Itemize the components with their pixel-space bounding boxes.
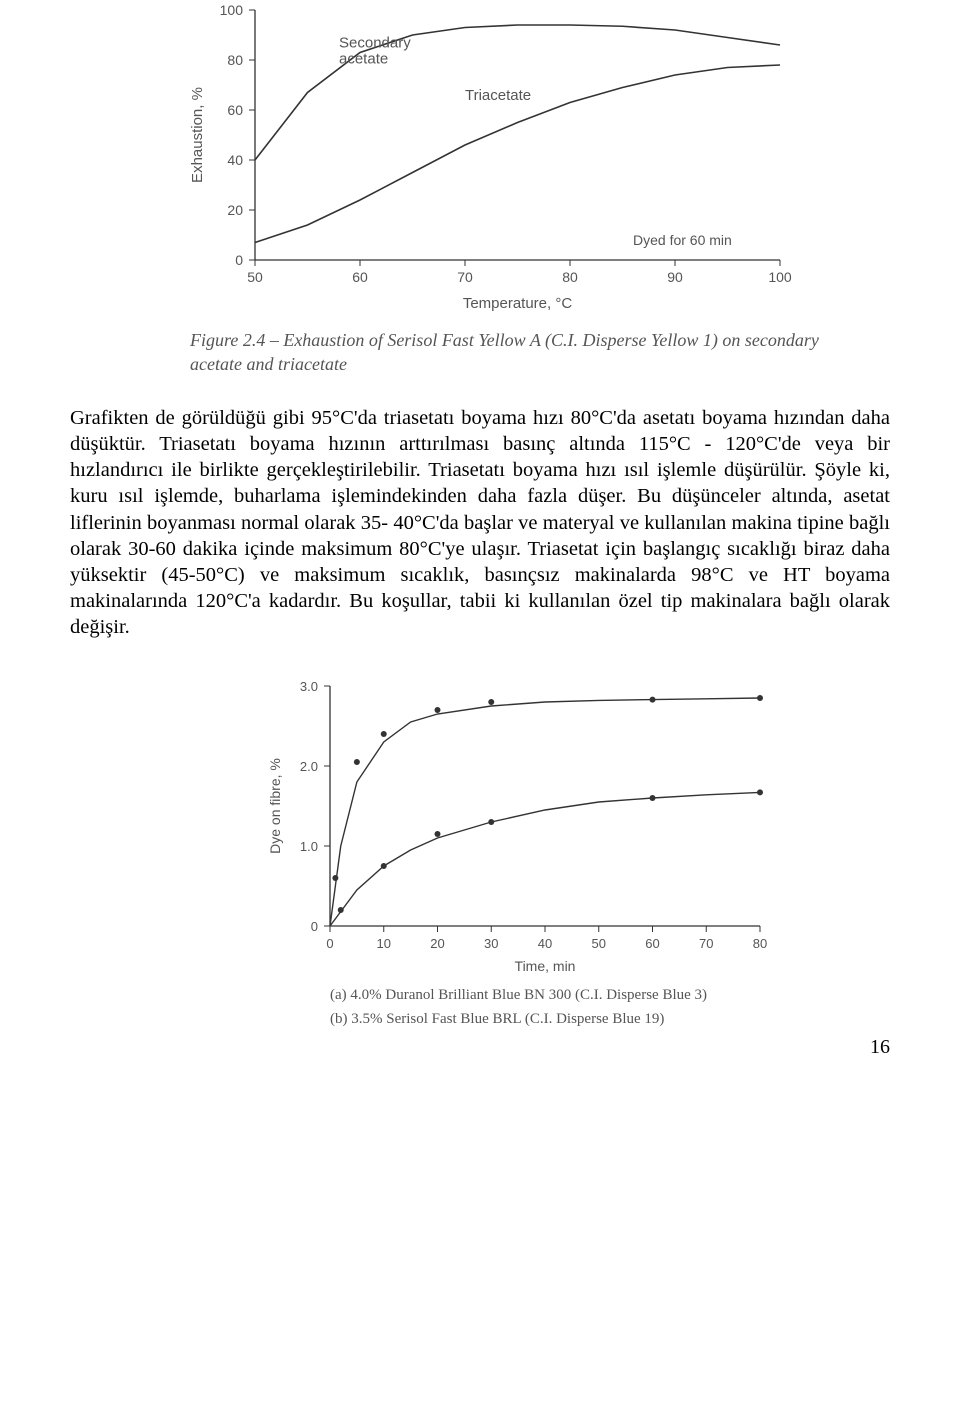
svg-text:Triacetate: Triacetate [465, 87, 531, 104]
body-paragraph: Grafikten de görüldüğü gibi 95°C'da tria… [70, 405, 890, 641]
svg-text:2.0: 2.0 [300, 759, 318, 774]
svg-text:20: 20 [227, 202, 243, 218]
svg-text:50: 50 [592, 936, 606, 951]
svg-text:80: 80 [227, 52, 243, 68]
svg-text:Dye on fibre, %: Dye on fibre, % [267, 758, 283, 854]
figure-dye-on-fibre-chart: 0 10 20 30 40 50 60 70 80 0 1.0 2.0 3.0 Time, min Dye … [260, 671, 780, 981]
svg-text:90: 90 [667, 269, 683, 285]
svg-text:80: 80 [562, 269, 578, 285]
svg-text:0: 0 [326, 936, 333, 951]
svg-text:Time, min: Time, min [515, 958, 576, 974]
figure-2-4-caption: Figure 2.4 – Exhaustion of Serisol Fast … [190, 328, 870, 377]
svg-text:100: 100 [220, 2, 244, 18]
svg-text:30: 30 [484, 936, 498, 951]
svg-text:Secondaryacetate: Secondaryacetate [339, 35, 411, 68]
svg-text:60: 60 [645, 936, 659, 951]
svg-text:70: 70 [699, 936, 713, 951]
svg-text:60: 60 [227, 102, 243, 118]
svg-text:40: 40 [227, 152, 243, 168]
svg-text:80: 80 [753, 936, 767, 951]
chart2-caption-b: (b) 3.5% Serisol Fast Blue BRL (C.I. Dis… [330, 1009, 890, 1029]
figure-2-4-chart: 50 60 70 80 90 100 0 20 40 60 80 100 Temperature, °C… [180, 0, 800, 320]
svg-text:Temperature, °C: Temperature, °C [463, 295, 573, 312]
svg-text:Dyed for 60 min: Dyed for 60 min [633, 232, 732, 248]
svg-text:50: 50 [247, 269, 263, 285]
svg-text:1.0: 1.0 [300, 839, 318, 854]
svg-text:20: 20 [430, 936, 444, 951]
svg-text:70: 70 [457, 269, 473, 285]
svg-text:40: 40 [538, 936, 552, 951]
svg-text:0: 0 [311, 919, 318, 934]
page: 5060708090100020406080100Temperature, °C… [0, 0, 960, 1069]
svg-text:60: 60 [352, 269, 368, 285]
page-number: 16 [870, 1036, 890, 1059]
svg-text:0: 0 [235, 252, 243, 268]
svg-text:100: 100 [768, 269, 792, 285]
svg-text:3.0: 3.0 [300, 679, 318, 694]
chart2-caption-a: (a) 4.0% Duranol Brilliant Blue BN 300 (… [330, 985, 890, 1005]
svg-text:10: 10 [377, 936, 391, 951]
svg-text:Exhaustion, %: Exhaustion, % [189, 87, 206, 183]
